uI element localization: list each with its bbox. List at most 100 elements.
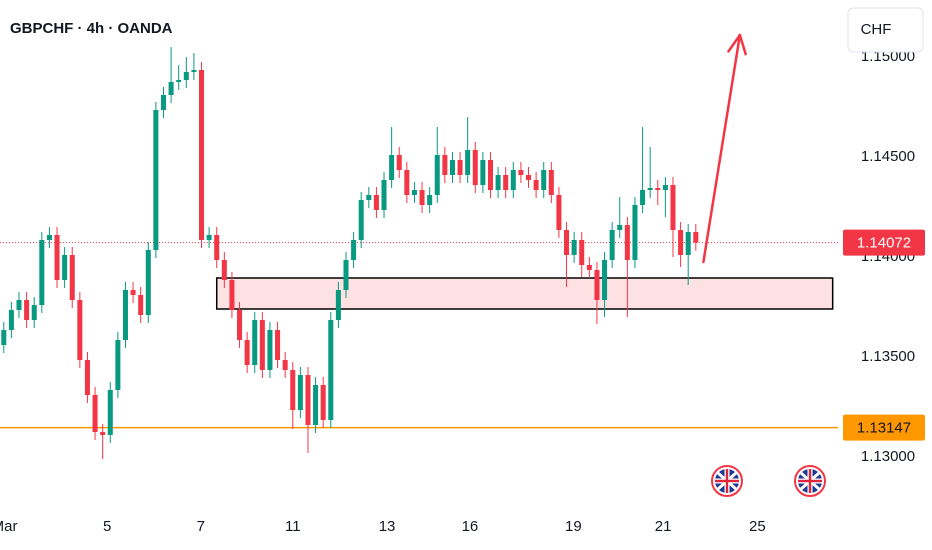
- candle-body: [275, 330, 281, 360]
- candle-body: [237, 310, 243, 340]
- candle-body: [548, 170, 554, 195]
- y-tick-label: 1.14500: [861, 148, 915, 165]
- candle-body: [229, 280, 235, 310]
- currency-label[interactable]: CHF: [861, 21, 892, 38]
- candle-body: [495, 175, 501, 190]
- candle-body: [480, 160, 486, 185]
- support-tag: [843, 414, 925, 441]
- chart-title: GBPCHF · 4h · OANDA: [10, 20, 173, 37]
- candle-body: [381, 180, 387, 210]
- candle-body: [54, 235, 60, 280]
- candle-body: [335, 290, 341, 320]
- candle-body: [206, 235, 212, 240]
- price-axis: 1.130001.135001.140001.145001.15000Mar57…: [0, 48, 925, 535]
- candle-body: [579, 240, 585, 265]
- uk-flag: [794, 465, 826, 497]
- candle-body: [160, 95, 167, 110]
- candle-body: [533, 180, 539, 190]
- candle-body: [670, 185, 676, 230]
- candle-body: [191, 70, 197, 72]
- candle-body: [556, 195, 562, 230]
- x-tick-label: 16: [462, 518, 479, 535]
- candle-body: [84, 360, 90, 395]
- candle-body: [183, 72, 189, 80]
- candle-body: [100, 432, 106, 435]
- candle-body: [328, 320, 334, 420]
- candle-body: [39, 240, 45, 305]
- candle-body: [221, 260, 227, 280]
- candle-body: [632, 205, 638, 260]
- candle-body: [153, 110, 159, 250]
- candle-body: [145, 250, 151, 315]
- candle-body: [411, 190, 417, 195]
- candle-body: [510, 170, 516, 190]
- candle-body: [168, 82, 174, 95]
- x-tick-label: 19: [565, 518, 582, 535]
- candle-body: [655, 188, 661, 190]
- candle-body: [366, 195, 372, 200]
- x-tick-label: 25: [749, 518, 766, 535]
- candle-body: [358, 200, 364, 240]
- demand-zone: [215, 277, 834, 310]
- candle-body: [571, 240, 577, 255]
- candle-body: [115, 340, 121, 390]
- uk-flag: [711, 465, 743, 497]
- candle-body: [396, 155, 402, 170]
- candle-body: [92, 395, 98, 432]
- candle-body: [214, 235, 220, 260]
- candle-body: [457, 160, 463, 175]
- candle-body: [427, 195, 433, 205]
- candle-body: [472, 150, 478, 185]
- candle-body: [122, 290, 128, 340]
- candle-body: [77, 300, 83, 360]
- candle-body: [487, 160, 493, 190]
- candle-body: [404, 170, 410, 195]
- candle-body: [313, 385, 319, 425]
- candle-body: [693, 232, 699, 243]
- candle-body: [449, 160, 455, 175]
- candle-body: [107, 390, 113, 435]
- candle-body: [290, 370, 296, 410]
- candle-body: [609, 230, 615, 260]
- candle-body: [130, 290, 136, 295]
- candle-body: [1, 330, 7, 345]
- x-tick-label: 21: [655, 518, 672, 535]
- candle-body: [419, 190, 425, 205]
- candle-body: [138, 295, 144, 315]
- plot-area: [0, 33, 838, 459]
- candle-body: [46, 235, 52, 240]
- support-label: 1.13147: [857, 420, 911, 437]
- candle-body: [662, 185, 668, 190]
- candle-body: [282, 360, 288, 370]
- x-tick-label: 11: [285, 518, 301, 535]
- candle-body: [617, 225, 623, 230]
- last-price-label: 1.14072: [857, 235, 911, 252]
- candle-body: [586, 265, 592, 270]
- candle-body: [31, 305, 37, 320]
- candle-body: [541, 170, 547, 190]
- last-price-tag: [843, 229, 925, 256]
- candle-body: [351, 240, 357, 260]
- candle-body: [685, 232, 691, 255]
- candle-body: [297, 375, 303, 410]
- y-tick-label: 1.13500: [861, 348, 915, 365]
- arrow-head: [727, 33, 742, 53]
- candle-body: [320, 385, 326, 420]
- candle-body: [373, 195, 379, 210]
- candle-body: [594, 270, 600, 300]
- arrow: [702, 33, 742, 264]
- currency-box[interactable]: [847, 7, 924, 53]
- arrow-head: [738, 33, 747, 56]
- candle-body: [434, 155, 440, 195]
- candle-body: [259, 320, 265, 370]
- candle-body: [69, 255, 75, 300]
- y-tick-label: 1.13000: [861, 448, 915, 465]
- candle-body: [343, 260, 349, 290]
- candle-body: [267, 330, 273, 370]
- candle-body: [252, 320, 258, 365]
- candle-body: [24, 300, 30, 320]
- candle-body: [647, 188, 653, 190]
